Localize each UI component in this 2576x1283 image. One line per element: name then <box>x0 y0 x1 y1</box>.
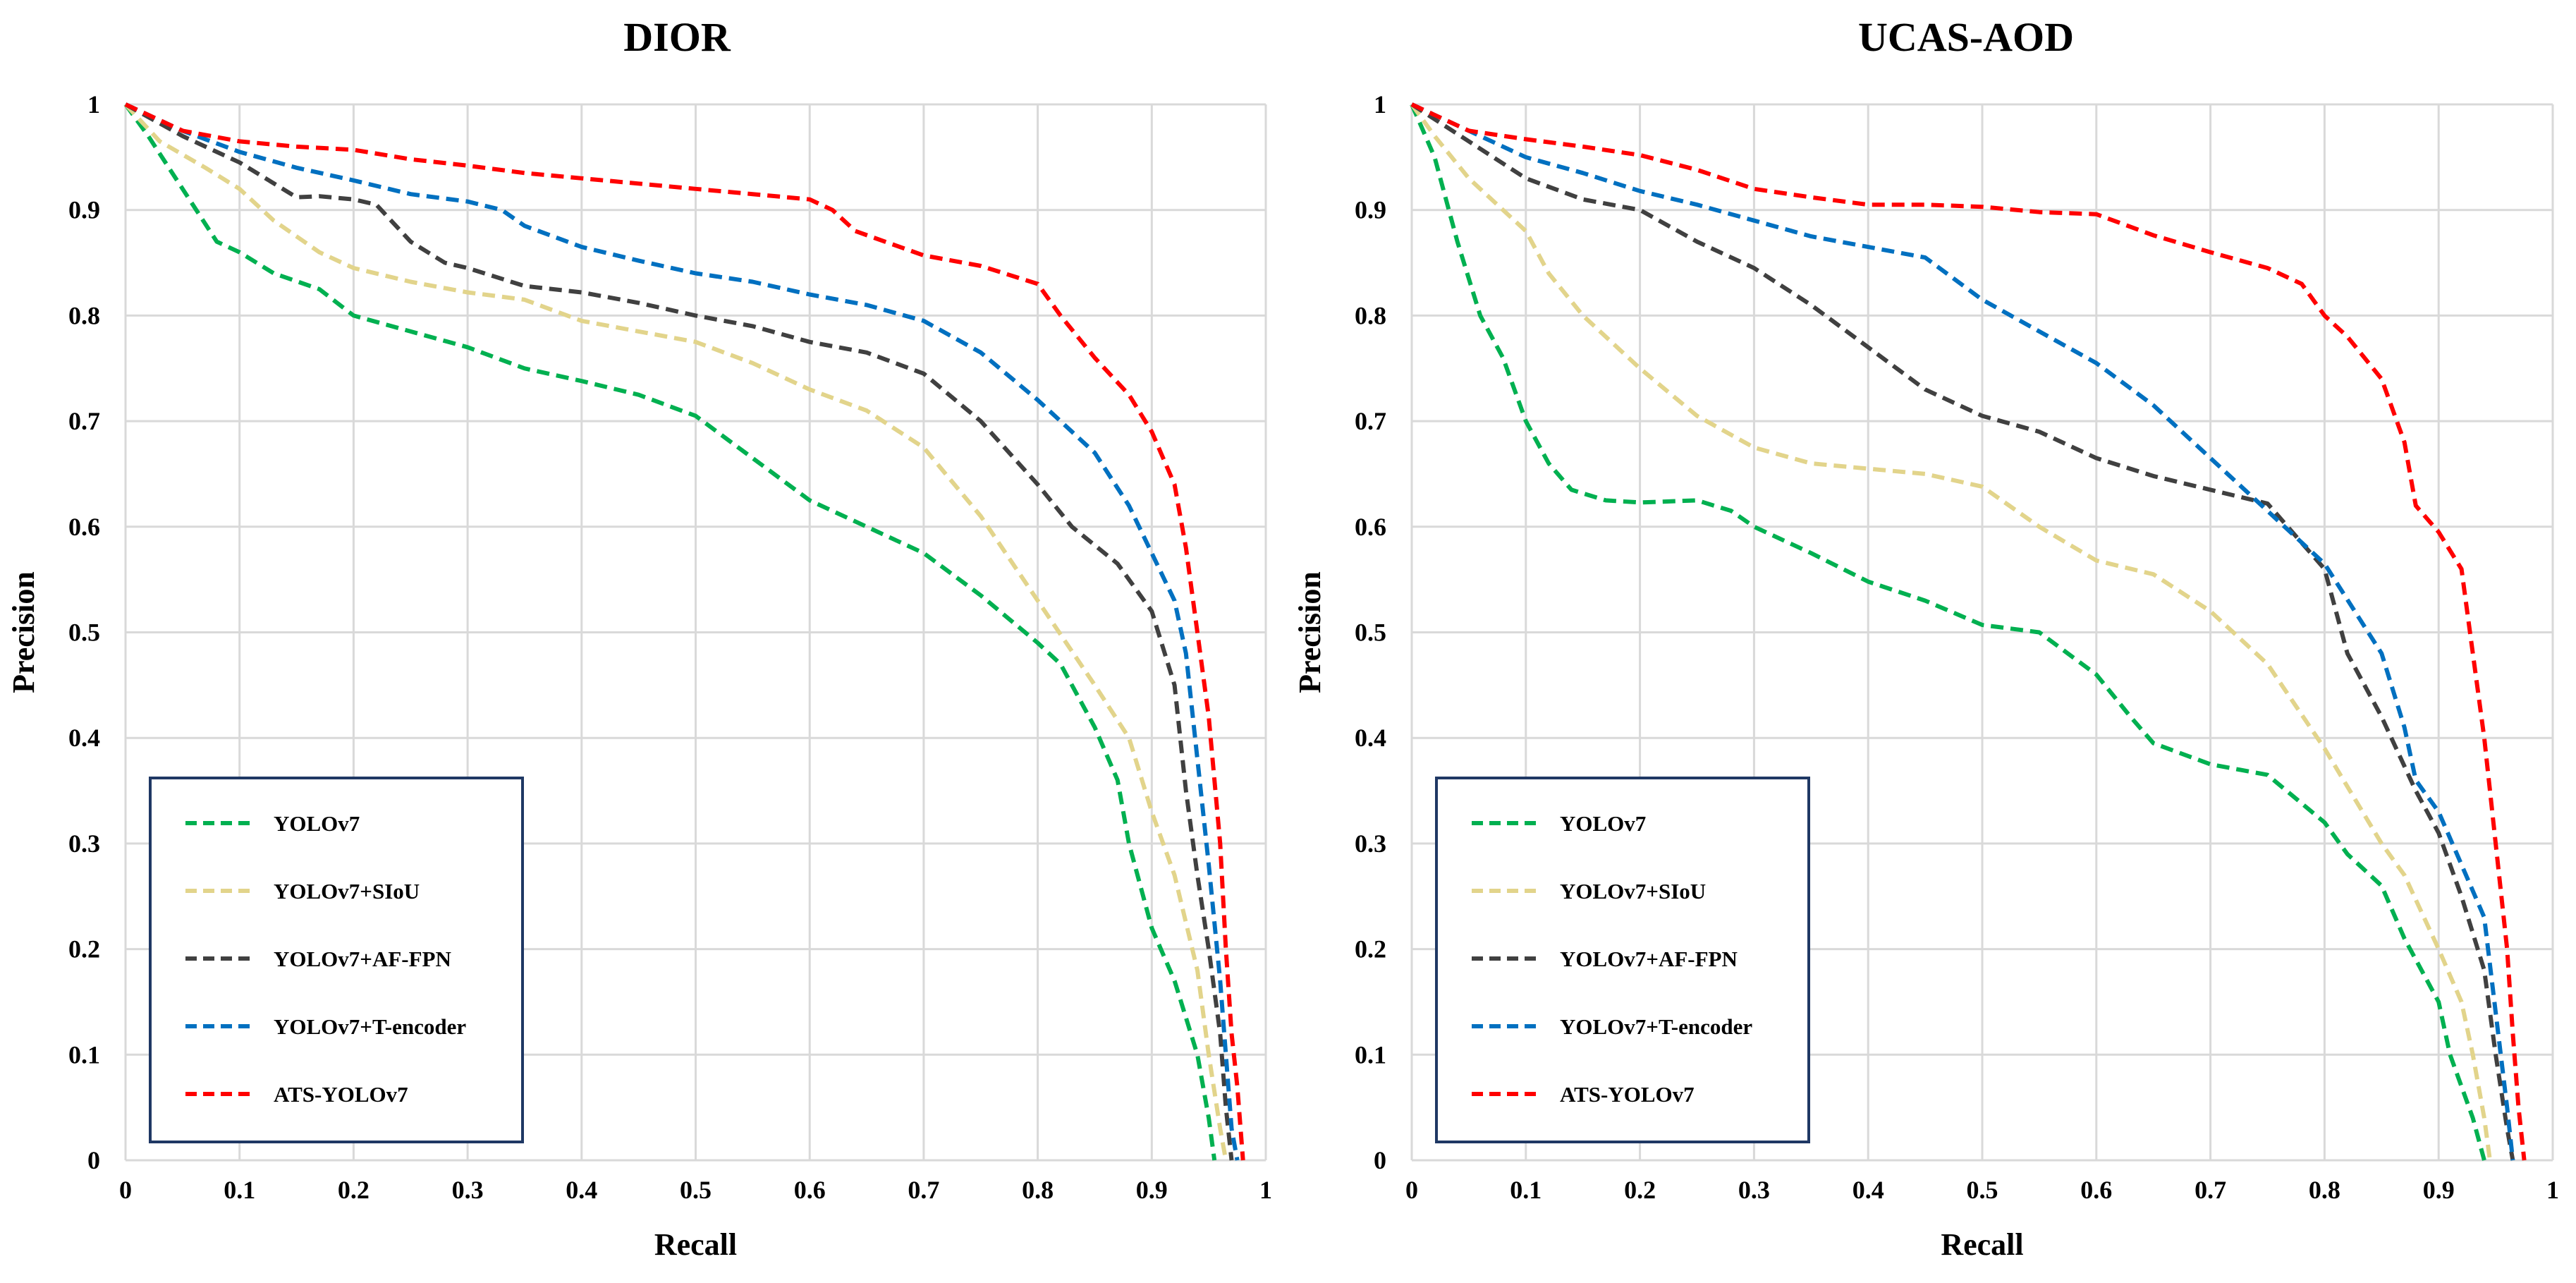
y-tick-label: 0.5 <box>68 619 100 647</box>
y-axis-label: Precision <box>1293 571 1327 693</box>
legend-label: YOLOv7+SIoU <box>274 879 420 904</box>
x-tick-label: 0.3 <box>452 1176 484 1204</box>
series-line-yolov7-af-fpn <box>1410 102 2515 1161</box>
series-line-yolov7-siou <box>123 102 1228 1161</box>
y-tick-label: 0.1 <box>68 1040 100 1069</box>
x-tick-label: 0.5 <box>680 1176 712 1204</box>
x-tick-label: 0.9 <box>1136 1176 1168 1204</box>
y-tick-label: 0.1 <box>1355 1040 1386 1069</box>
series-line-yolov7-t-encoder <box>124 102 1240 1161</box>
x-axis-label: Recall <box>654 1227 737 1262</box>
dior-chart: DIOR 0 0.1 0.2 0.3 0.4 0.5 0.6 0.7 0.8 0.9 1 0 0.1 0.2… <box>6 14 1272 1262</box>
y-tick-label: 0.4 <box>68 724 100 752</box>
x-tick-label: 0.4 <box>1852 1176 1884 1204</box>
chart-title: DIOR <box>623 14 731 60</box>
x-tick-label: 0.2 <box>338 1176 370 1204</box>
series-line-yolov7-af-fpn <box>124 102 1234 1161</box>
series-line-yolov7 <box>123 103 1217 1161</box>
y-tick-label: 0 <box>1374 1146 1386 1174</box>
y-tick-label: 1 <box>87 90 100 118</box>
x-tick-label: 0 <box>1405 1176 1418 1204</box>
legend-label: YOLOv7+AF-FPN <box>274 947 451 971</box>
y-tick-label: 0.4 <box>1355 724 1386 752</box>
legend-label: YOLOv7 <box>1560 811 1646 836</box>
y-tick-label: 0.9 <box>1355 196 1386 224</box>
x-tick-label: 0.9 <box>2423 1176 2455 1204</box>
x-tick-label: 0.1 <box>224 1176 255 1204</box>
legend-label: YOLOv7 <box>274 811 360 836</box>
x-tick-label: 0.8 <box>1022 1176 1054 1204</box>
y-tick-label: 0.9 <box>68 196 100 224</box>
y-tick-label: 0.2 <box>68 935 100 963</box>
legend-label: YOLOv7+AF-FPN <box>1560 947 1738 971</box>
x-tick-label: 0.2 <box>1624 1176 1656 1204</box>
series-line-yolov7-siou <box>1410 103 2492 1161</box>
y-tick-label: 0.8 <box>1355 301 1386 329</box>
y-tick-label: 0.5 <box>1355 619 1386 647</box>
x-tick-label: 0.8 <box>2309 1176 2340 1204</box>
series-line-ats-yolov7 <box>1410 102 2527 1161</box>
legend-label: YOLOv7+T-encoder <box>1560 1014 1752 1039</box>
legend-label: YOLOv7+T-encoder <box>274 1014 466 1039</box>
y-axis-label: Precision <box>6 571 41 693</box>
x-tick-label: 0.1 <box>1510 1176 1542 1204</box>
y-tick-label: 0.6 <box>68 513 100 541</box>
x-tick-label: 0.6 <box>794 1176 826 1204</box>
y-tick-label: 0.3 <box>1355 829 1386 858</box>
series-line-yolov7 <box>1410 103 2486 1161</box>
x-tick-label: 0.7 <box>2195 1176 2226 1204</box>
ucas-aod-chart: UCAS-AOD 0 0.1 0.2 0.3 0.4 0.5 0.6 0.7 0.8 0.9 1 0 0.… <box>1293 14 2559 1262</box>
x-tick-label: 0.7 <box>908 1176 939 1204</box>
x-axis-label: Recall <box>1941 1227 2023 1262</box>
series-line-yolov7-t-encoder <box>1410 102 2515 1161</box>
legend-label: ATS-YOLOv7 <box>274 1082 408 1107</box>
y-tick-label: 1 <box>1374 90 1386 118</box>
x-tick-label: 0.4 <box>566 1176 597 1204</box>
legend-label: YOLOv7+SIoU <box>1560 879 1706 904</box>
y-tick-label: 0.2 <box>1355 935 1386 963</box>
legend-label: ATS-YOLOv7 <box>1560 1082 1695 1107</box>
y-tick-label: 0.6 <box>1355 513 1386 541</box>
x-tick-label: 0.3 <box>1738 1176 1770 1204</box>
x-tick-label: 1 <box>2546 1176 2559 1204</box>
y-tick-label: 0.3 <box>68 829 100 858</box>
y-tick-label: 0.8 <box>68 301 100 329</box>
x-tick-label: 0 <box>119 1176 132 1204</box>
x-tick-label: 0.5 <box>1967 1176 1998 1204</box>
y-tick-label: 0.7 <box>68 407 100 435</box>
y-tick-label: 0 <box>87 1146 100 1174</box>
chart-title: UCAS-AOD <box>1858 14 2074 60</box>
x-tick-label: 1 <box>1259 1176 1272 1204</box>
y-tick-label: 0.7 <box>1355 407 1386 435</box>
x-tick-label: 0.6 <box>2080 1176 2112 1204</box>
